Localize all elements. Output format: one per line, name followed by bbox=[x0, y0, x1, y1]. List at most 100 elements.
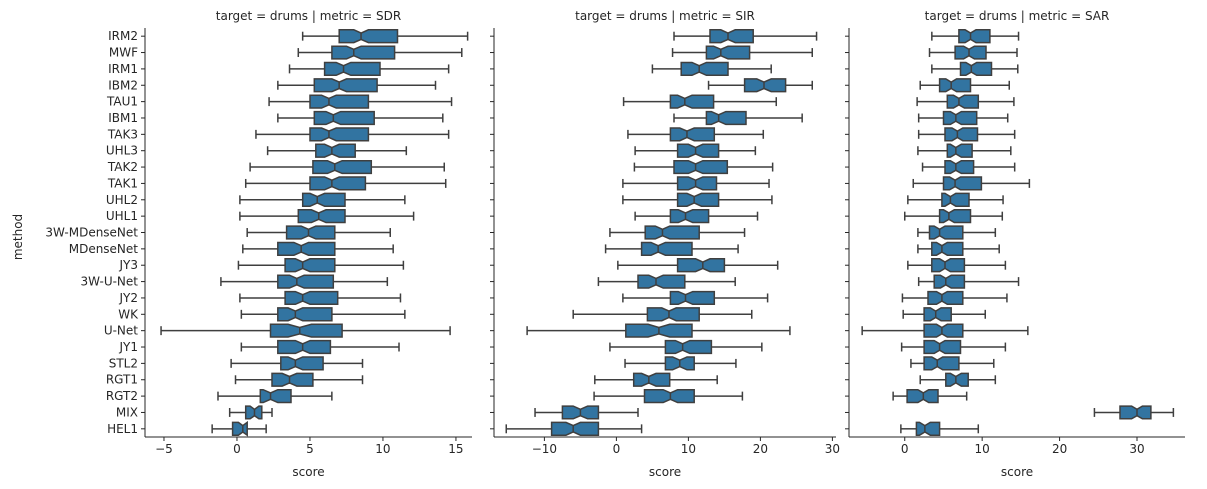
y-tick-label: MDenseNet bbox=[69, 242, 139, 256]
box-UHL1 bbox=[669, 209, 710, 224]
y-tick-label: RGT1 bbox=[106, 373, 138, 387]
box-JY3 bbox=[931, 258, 966, 273]
box-3W-MDenseNet bbox=[285, 225, 336, 240]
box-TAK1 bbox=[942, 176, 983, 191]
box-IRM2 bbox=[958, 29, 991, 44]
box-WK bbox=[277, 307, 333, 322]
y-tick-label: TAK1 bbox=[107, 176, 138, 190]
y-tick-label: IRM1 bbox=[108, 62, 138, 76]
y-axis-label: method bbox=[11, 214, 25, 260]
y-tick-label: 3W-MDenseNet bbox=[45, 226, 138, 240]
box-MWF bbox=[954, 45, 987, 60]
box-WK bbox=[646, 307, 700, 322]
x-tick-label: −5 bbox=[155, 442, 173, 456]
y-tick-label: IBM2 bbox=[108, 78, 138, 92]
box-RGT2 bbox=[643, 388, 695, 404]
box-RGT1 bbox=[271, 372, 314, 387]
box-IRM2 bbox=[338, 29, 399, 44]
box-MWF bbox=[331, 45, 396, 60]
x-tick-label: 0 bbox=[613, 442, 621, 456]
box-3W-MDenseNet bbox=[644, 225, 700, 240]
y-tick-label: WK bbox=[118, 307, 139, 321]
y-tick-label: MWF bbox=[109, 46, 138, 60]
y-tick-label: IBM1 bbox=[108, 111, 138, 125]
box-IBM1 bbox=[313, 110, 375, 126]
x-tick-label: 10 bbox=[375, 442, 390, 456]
box-JY2 bbox=[669, 290, 716, 306]
box-UHL2 bbox=[301, 192, 346, 207]
box-TAU1 bbox=[309, 94, 370, 109]
x-tick-label: 0 bbox=[901, 442, 909, 456]
box-3W-U-Net bbox=[277, 274, 335, 289]
y-tick-label: TAK3 bbox=[107, 127, 138, 141]
box-MDenseNet bbox=[931, 241, 964, 256]
box-UHL2 bbox=[941, 192, 970, 207]
box-STL2 bbox=[280, 356, 324, 371]
box-MWF bbox=[705, 45, 751, 60]
box-3W-MDenseNet bbox=[928, 225, 964, 240]
box-TAK3 bbox=[669, 127, 716, 142]
y-tick-label: JY3 bbox=[118, 258, 138, 272]
box-3W-U-Net bbox=[933, 274, 966, 289]
y-tick-label: 3W-U-Net bbox=[80, 275, 138, 289]
box-JY1 bbox=[277, 339, 332, 355]
box-JY1 bbox=[664, 339, 713, 355]
box-TAK2 bbox=[944, 159, 975, 175]
box-RGT1 bbox=[945, 372, 969, 387]
y-tick-label: TAU1 bbox=[106, 95, 138, 109]
y-tick-label: U-Net bbox=[104, 324, 138, 338]
box-TAK3 bbox=[309, 127, 370, 142]
box-MDenseNet bbox=[640, 241, 693, 256]
x-axis-label: score bbox=[292, 465, 324, 479]
box-IBM1 bbox=[705, 110, 747, 126]
box-IRM1 bbox=[959, 61, 993, 77]
box-WK bbox=[923, 307, 952, 322]
box-UHL1 bbox=[938, 209, 972, 224]
box-U-Net bbox=[269, 323, 343, 338]
box-IBM2 bbox=[938, 78, 972, 93]
x-tick-label: 20 bbox=[753, 442, 768, 456]
box-RGT2 bbox=[906, 388, 939, 404]
box-TAK2 bbox=[673, 159, 729, 175]
panel-title: target = drums | metric = SDR bbox=[216, 9, 401, 23]
x-axis-label: score bbox=[649, 465, 681, 479]
x-tick-label: 10 bbox=[681, 442, 696, 456]
y-tick-label: JY2 bbox=[118, 291, 138, 305]
panel-title: target = drums | metric = SIR bbox=[575, 9, 755, 23]
box-JY3 bbox=[676, 258, 726, 273]
y-tick-label: UHL2 bbox=[106, 193, 138, 207]
box-UHL1 bbox=[297, 209, 346, 224]
box-JY3 bbox=[284, 258, 336, 273]
box-TAU1 bbox=[669, 94, 715, 109]
y-tick-label: RGT2 bbox=[106, 389, 138, 403]
box-RGT1 bbox=[632, 372, 671, 387]
x-tick-label: 5 bbox=[306, 442, 314, 456]
box-JY1 bbox=[923, 339, 962, 355]
box-MDenseNet bbox=[277, 241, 336, 256]
box-UHL3 bbox=[946, 143, 973, 158]
y-tick-label: MIX bbox=[116, 405, 138, 419]
box-JY2 bbox=[927, 290, 964, 306]
box-UHL2 bbox=[676, 192, 720, 207]
box-TAK2 bbox=[312, 159, 373, 175]
x-tick-label: 30 bbox=[1129, 442, 1144, 456]
box-RGT2 bbox=[259, 388, 292, 404]
box-TAK1 bbox=[676, 176, 718, 191]
box-TAK1 bbox=[309, 176, 367, 191]
y-tick-label: HEL1 bbox=[107, 422, 138, 436]
y-tick-label: TAK2 bbox=[107, 160, 138, 174]
box-3W-U-Net bbox=[637, 274, 686, 289]
x-axis-label: score bbox=[1001, 465, 1033, 479]
box-TAU1 bbox=[946, 94, 980, 109]
box-IRM2 bbox=[709, 29, 754, 44]
x-tick-label: 20 bbox=[1052, 442, 1067, 456]
box-IRM1 bbox=[323, 61, 381, 77]
y-tick-label: STL2 bbox=[109, 356, 138, 370]
x-tick-label: 15 bbox=[448, 442, 463, 456]
box-HEL1 bbox=[231, 420, 248, 437]
y-tick-label: IRM2 bbox=[108, 29, 138, 43]
box-HEL1 bbox=[550, 421, 600, 436]
box-IRM1 bbox=[680, 61, 729, 77]
x-tick-label: 30 bbox=[825, 442, 840, 456]
